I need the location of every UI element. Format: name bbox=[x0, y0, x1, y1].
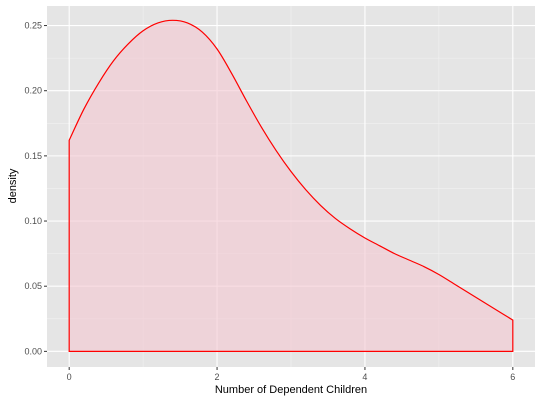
x-tick-label: 4 bbox=[362, 372, 367, 382]
y-tick-label: 0.10 bbox=[24, 216, 42, 226]
y-tick-label: 0.00 bbox=[24, 346, 42, 356]
y-tick-label: 0.05 bbox=[24, 281, 42, 291]
density-area bbox=[69, 20, 513, 352]
y-tick-label: 0.20 bbox=[24, 86, 42, 96]
x-tick-label: 0 bbox=[67, 372, 72, 382]
y-axis-title: density bbox=[7, 168, 19, 203]
density-line bbox=[68, 19, 514, 352]
y-tick-label: 0.25 bbox=[24, 21, 42, 31]
y-tick-label: 0.15 bbox=[24, 151, 42, 161]
x-axis-title: Number of Dependent Children bbox=[215, 384, 367, 396]
y-axis: 0.00 0.05 0.10 0.15 0.20 0.25 bbox=[24, 21, 47, 356]
x-tick-label: 2 bbox=[215, 372, 220, 382]
x-tick-label: 6 bbox=[510, 372, 515, 382]
x-axis: 0 2 4 6 bbox=[67, 367, 515, 382]
